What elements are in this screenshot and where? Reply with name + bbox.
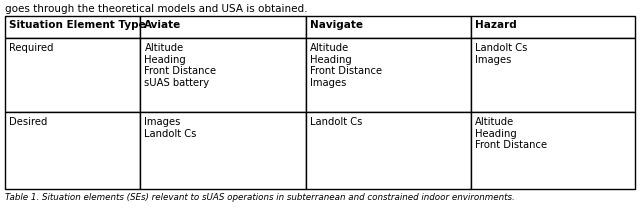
Text: Altitude
Heading
Front Distance
sUAS battery: Altitude Heading Front Distance sUAS bat… xyxy=(145,43,216,88)
Text: Altitude
Heading
Front Distance
Images: Altitude Heading Front Distance Images xyxy=(310,43,381,88)
Text: Aviate: Aviate xyxy=(145,20,182,30)
Bar xyxy=(140,16,305,38)
Bar xyxy=(5,16,140,38)
Bar xyxy=(5,38,140,112)
Text: Altitude
Heading
Front Distance: Altitude Heading Front Distance xyxy=(475,117,547,150)
Text: Table 1. Situation elements (SEs) relevant to sUAS operations in subterranean an: Table 1. Situation elements (SEs) releva… xyxy=(5,193,515,202)
Text: Hazard: Hazard xyxy=(475,20,516,30)
Text: Landolt Cs: Landolt Cs xyxy=(310,117,362,127)
Bar xyxy=(470,112,635,189)
Text: Situation Element Type: Situation Element Type xyxy=(9,20,146,30)
Bar xyxy=(470,38,635,112)
Bar xyxy=(140,38,305,112)
Bar xyxy=(305,38,470,112)
Bar xyxy=(305,112,470,189)
Text: Landolt Cs
Images: Landolt Cs Images xyxy=(475,43,527,65)
Text: goes through the theoretical models and USA is obtained.: goes through the theoretical models and … xyxy=(5,4,307,14)
Text: Images
Landolt Cs: Images Landolt Cs xyxy=(145,117,197,139)
Bar xyxy=(140,112,305,189)
Bar xyxy=(470,16,635,38)
Text: Desired: Desired xyxy=(9,117,47,127)
Text: Navigate: Navigate xyxy=(310,20,362,30)
Bar xyxy=(5,112,140,189)
Text: Required: Required xyxy=(9,43,54,53)
Bar xyxy=(305,16,470,38)
